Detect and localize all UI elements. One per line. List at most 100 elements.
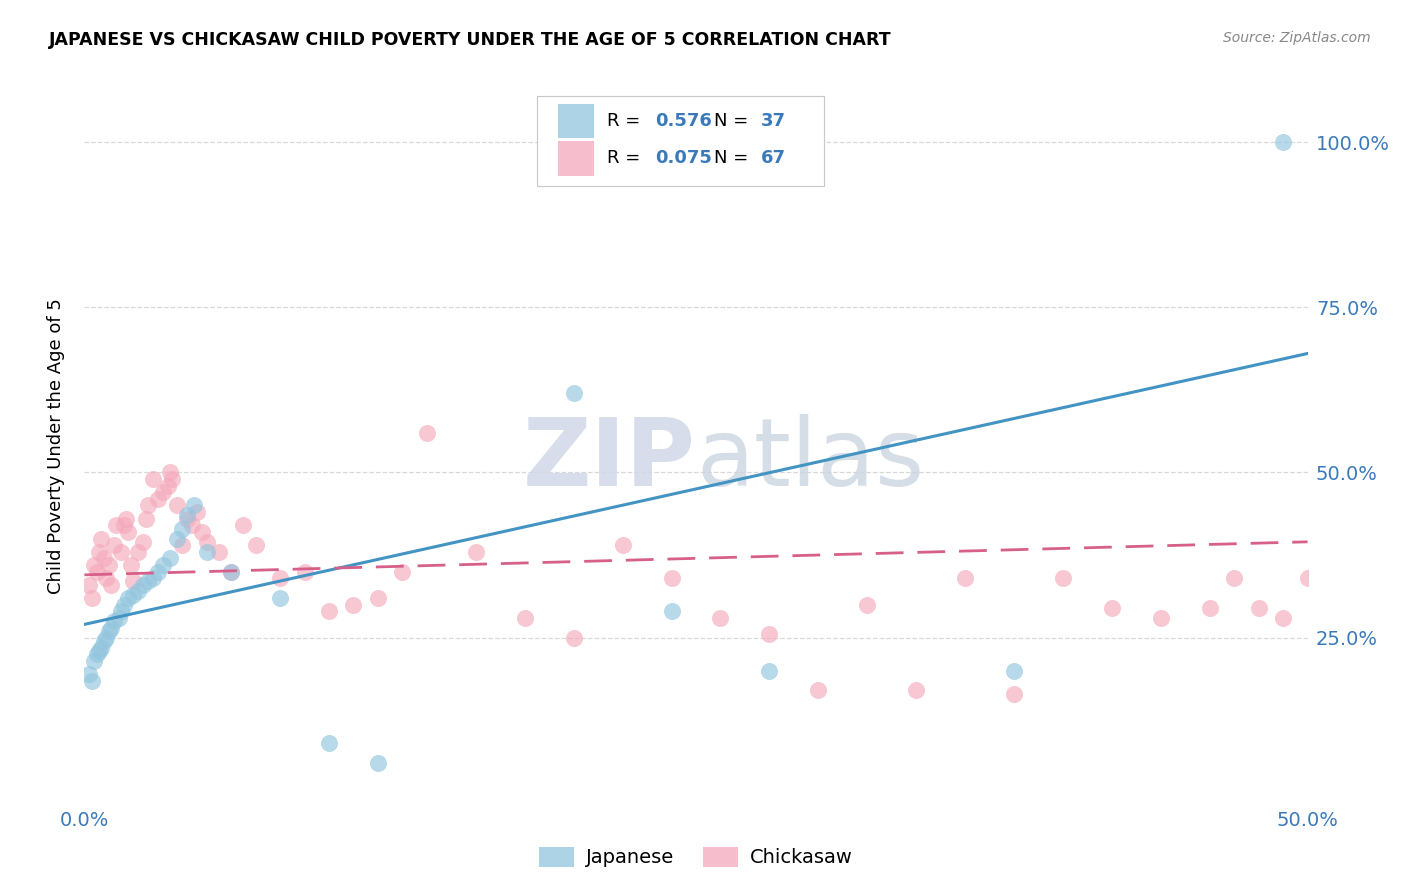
Point <box>513 611 536 625</box>
Point <box>87 545 110 559</box>
Text: 0.075: 0.075 <box>655 150 713 168</box>
Point <box>612 538 634 552</box>
Point <box>294 565 316 579</box>
Point <box>93 551 115 566</box>
Point <box>135 511 157 525</box>
Point <box>172 522 194 536</box>
Point <box>464 545 486 559</box>
Point <box>183 499 205 513</box>
Point <box>87 644 110 658</box>
Point <box>159 466 181 480</box>
Point <box>105 518 128 533</box>
Point <box>166 499 188 513</box>
Point <box>219 565 242 579</box>
Point <box>103 538 125 552</box>
Point <box>96 631 118 645</box>
Point <box>318 736 340 750</box>
Point <box>146 491 169 506</box>
Point <box>232 518 254 533</box>
Point <box>112 598 135 612</box>
Point <box>1223 571 1246 585</box>
Text: JAPANESE VS CHICKASAW CHILD POVERTY UNDER THE AGE OF 5 CORRELATION CHART: JAPANESE VS CHICKASAW CHILD POVERTY UNDE… <box>49 31 891 49</box>
Point <box>1247 600 1270 615</box>
Point <box>195 545 218 559</box>
Point <box>159 551 181 566</box>
Point <box>807 683 830 698</box>
Point <box>186 505 208 519</box>
Point <box>758 627 780 641</box>
Legend: Japanese, Chickasaw: Japanese, Chickasaw <box>531 839 860 875</box>
Point <box>1002 664 1025 678</box>
Point <box>342 598 364 612</box>
Point <box>142 571 165 585</box>
Point <box>117 591 139 605</box>
Point <box>107 611 129 625</box>
Point <box>905 683 928 698</box>
Point <box>100 621 122 635</box>
Point <box>1150 611 1173 625</box>
Point <box>77 578 100 592</box>
Point <box>96 571 118 585</box>
FancyBboxPatch shape <box>537 96 824 186</box>
Text: N =: N = <box>714 150 754 168</box>
Text: ZIP: ZIP <box>523 414 696 507</box>
Point <box>208 545 231 559</box>
Point <box>1320 600 1343 615</box>
Text: 67: 67 <box>761 150 786 168</box>
Point <box>953 571 976 585</box>
Point <box>1052 571 1074 585</box>
Point <box>1272 611 1295 625</box>
Text: 0.576: 0.576 <box>655 112 713 130</box>
Point <box>132 578 155 592</box>
Point <box>127 545 149 559</box>
Point <box>562 631 585 645</box>
Point <box>176 511 198 525</box>
Point <box>127 584 149 599</box>
Point <box>93 634 115 648</box>
Point <box>83 654 105 668</box>
Point <box>176 508 198 523</box>
Point <box>146 565 169 579</box>
Point <box>162 472 184 486</box>
FancyBboxPatch shape <box>558 104 595 138</box>
Point <box>1002 687 1025 701</box>
Point <box>318 604 340 618</box>
Point <box>1198 600 1220 615</box>
Point <box>166 532 188 546</box>
Point <box>100 578 122 592</box>
Point <box>416 425 439 440</box>
Point <box>122 574 145 589</box>
Point <box>115 511 138 525</box>
Text: 37: 37 <box>761 112 786 130</box>
Text: N =: N = <box>714 112 754 130</box>
Point <box>1296 571 1319 585</box>
Point <box>110 545 132 559</box>
Point <box>156 478 179 492</box>
Text: R =: R = <box>606 112 645 130</box>
Point <box>391 565 413 579</box>
Point <box>191 524 214 539</box>
Point <box>90 532 112 546</box>
Point <box>1272 135 1295 149</box>
Point <box>367 591 389 605</box>
Point <box>269 591 291 605</box>
Point <box>83 558 105 572</box>
Point <box>219 565 242 579</box>
Point <box>86 565 108 579</box>
Point <box>367 756 389 771</box>
Point <box>1101 600 1123 615</box>
Point <box>269 571 291 585</box>
Point <box>245 538 267 552</box>
Point <box>103 614 125 628</box>
Point <box>132 534 155 549</box>
Point <box>77 667 100 681</box>
Point <box>80 591 103 605</box>
Point <box>758 664 780 678</box>
Point <box>172 538 194 552</box>
Point <box>97 558 120 572</box>
Point <box>120 558 142 572</box>
Point <box>152 485 174 500</box>
Point <box>661 571 683 585</box>
Point <box>152 558 174 572</box>
Point <box>661 604 683 618</box>
